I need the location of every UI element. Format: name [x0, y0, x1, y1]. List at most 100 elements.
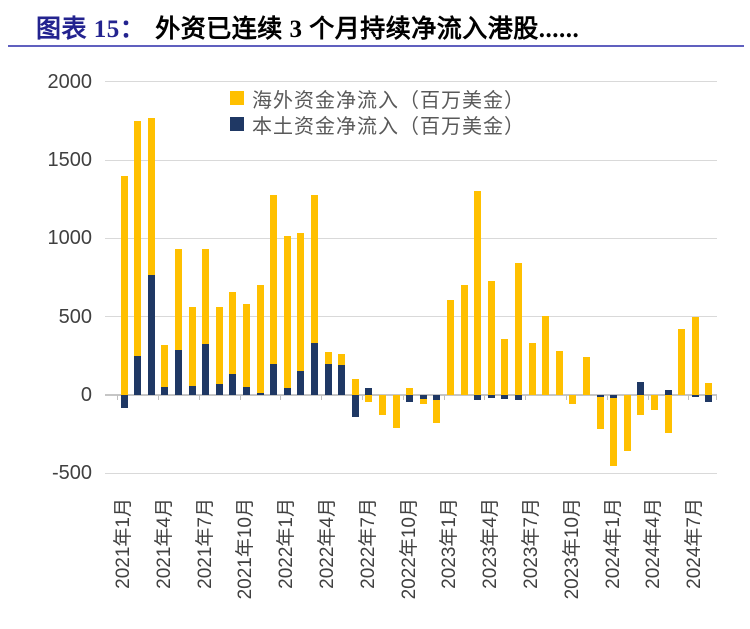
bar-segment-overseas: [596, 397, 604, 429]
bar-segment-overseas: [147, 117, 155, 276]
x-axis-label-text: 2021年10月: [235, 498, 257, 600]
bar-segment-local: [270, 363, 278, 395]
bar-segment-overseas: [283, 236, 291, 388]
bar-segment-local: [664, 390, 672, 395]
x-axis-tick: [280, 395, 282, 400]
x-axis-tick: [566, 395, 567, 400]
bar-segment-overseas: [161, 344, 169, 388]
bar-segment-overseas: [501, 338, 509, 395]
bar-segment-local: [283, 387, 291, 395]
x-axis-label-text: 2023年1月: [439, 498, 461, 589]
bar-segment-local: [501, 395, 509, 399]
bar-segment-overseas: [555, 351, 563, 395]
gridline: [105, 81, 717, 83]
bar-segment-local: [487, 395, 495, 399]
bar-segment-local: [433, 395, 441, 400]
x-axis-label-text: 2021年7月: [194, 498, 216, 589]
x-axis-label-text: 2022年1月: [276, 498, 298, 589]
x-axis-label-text: 2021年4月: [153, 498, 175, 589]
x-axis-label-text: 2023年10月: [561, 498, 583, 600]
x-axis-tick: [239, 395, 241, 400]
legend: 海外资金净流入（百万美金） 本土资金净流入（百万美金）: [230, 85, 525, 138]
bar-segment-overseas: [310, 195, 318, 343]
x-axis-label-text: 2022年4月: [317, 498, 338, 589]
x-axis-tick: [484, 395, 486, 400]
x-axis-label-text: 2024年7月: [684, 498, 706, 589]
bar-segment-overseas: [474, 191, 482, 395]
bar-segment-local: [174, 350, 182, 395]
bar-segment-overseas: [691, 316, 699, 395]
x-axis-tick: [606, 395, 608, 400]
bar-segment-overseas: [487, 280, 495, 395]
x-axis-tick: [402, 395, 404, 400]
legend-item-local: 本土资金净流入（百万美金）: [230, 111, 525, 138]
bar-segment-overseas: [378, 395, 386, 415]
bar-segment-overseas: [623, 395, 631, 452]
bar-segment-overseas: [229, 291, 237, 374]
bar-segment-overseas: [569, 395, 577, 405]
bar-segment-local: [215, 384, 223, 395]
bar-segment-local: [474, 395, 482, 400]
figure-title: 图表 15： 外资已连续 3 个月持续净流入港股......: [36, 9, 579, 45]
legend-swatch-overseas: [230, 91, 244, 105]
legend-label-local: 本土资金净流入（百万美金）: [252, 115, 525, 138]
bar-segment-overseas: [460, 285, 468, 395]
x-axis-label-text: 2024年1月: [602, 498, 624, 589]
bar-segment-overseas: [392, 395, 400, 428]
y-axis-label: 500: [58, 305, 92, 328]
bar-segment-local: [351, 395, 359, 417]
bar-segment-overseas: [242, 304, 250, 388]
bar-segment-local: [324, 364, 332, 395]
figure-title-text: 外资已连续 3 个月持续净流入港股......: [155, 16, 580, 43]
bar-segment-local: [514, 395, 522, 401]
x-axis-tick: [716, 395, 717, 400]
x-axis-label-text: 2022年7月: [357, 498, 379, 589]
x-axis-tick: [158, 395, 159, 400]
legend-item-overseas: 海外资金净流入（百万美金）: [230, 85, 525, 112]
bar-segment-overseas: [120, 175, 128, 395]
bar-segment-local: [147, 275, 155, 395]
x-axis-label-text: 2023年7月: [521, 498, 542, 589]
bar-segment-overseas: [324, 351, 332, 365]
gridline: [105, 472, 717, 474]
bar-segment-overseas: [446, 300, 454, 395]
bar-segment-overseas: [338, 354, 346, 366]
legend-label-overseas: 海外资金净流入（百万美金）: [252, 89, 525, 112]
bar-segment-local: [365, 387, 373, 395]
x-axis-tick: [443, 395, 445, 400]
bar-segment-local: [705, 395, 713, 403]
x-axis-label-text: 2022年10月: [398, 498, 420, 600]
bar-segment-overseas: [610, 398, 618, 467]
bar-segment-local: [297, 370, 305, 395]
x-axis-label-text: 2021年1月: [113, 498, 134, 589]
bar-segment-overseas: [134, 120, 142, 356]
bar-segment-overseas: [419, 398, 427, 404]
bar-segment-local: [202, 344, 210, 395]
x-axis-tick: [362, 395, 363, 400]
bar-segment-local: [161, 387, 169, 395]
bar-segment-local: [406, 395, 414, 403]
x-axis-label-text: 2023年4月: [480, 498, 502, 589]
bar-segment-overseas: [270, 195, 278, 364]
bar-segment-overseas: [174, 248, 182, 351]
bar-segment-local: [120, 395, 128, 408]
bar-segment-overseas: [528, 343, 536, 395]
bar-segment-local: [338, 365, 346, 395]
bar-segment-overseas: [514, 263, 522, 395]
y-axis-label: 0: [80, 384, 92, 406]
bar-segment-local: [256, 392, 264, 395]
bar-segment-overseas: [256, 284, 264, 393]
bar-segment-local: [310, 342, 318, 395]
y-axis-label: 2000: [47, 70, 93, 93]
bar-segment-overseas: [542, 315, 550, 395]
x-axis-tick: [647, 395, 649, 400]
y-axis-label: 1000: [47, 227, 93, 250]
y-axis-label: -500: [51, 462, 92, 485]
bar-segment-overseas: [433, 399, 441, 424]
bar-segment-local: [596, 395, 604, 398]
x-axis-label-text: 2024年4月: [643, 498, 665, 589]
bar-segment-local: [691, 395, 699, 397]
gridline: [105, 237, 717, 239]
legend-swatch-local: [230, 117, 244, 131]
